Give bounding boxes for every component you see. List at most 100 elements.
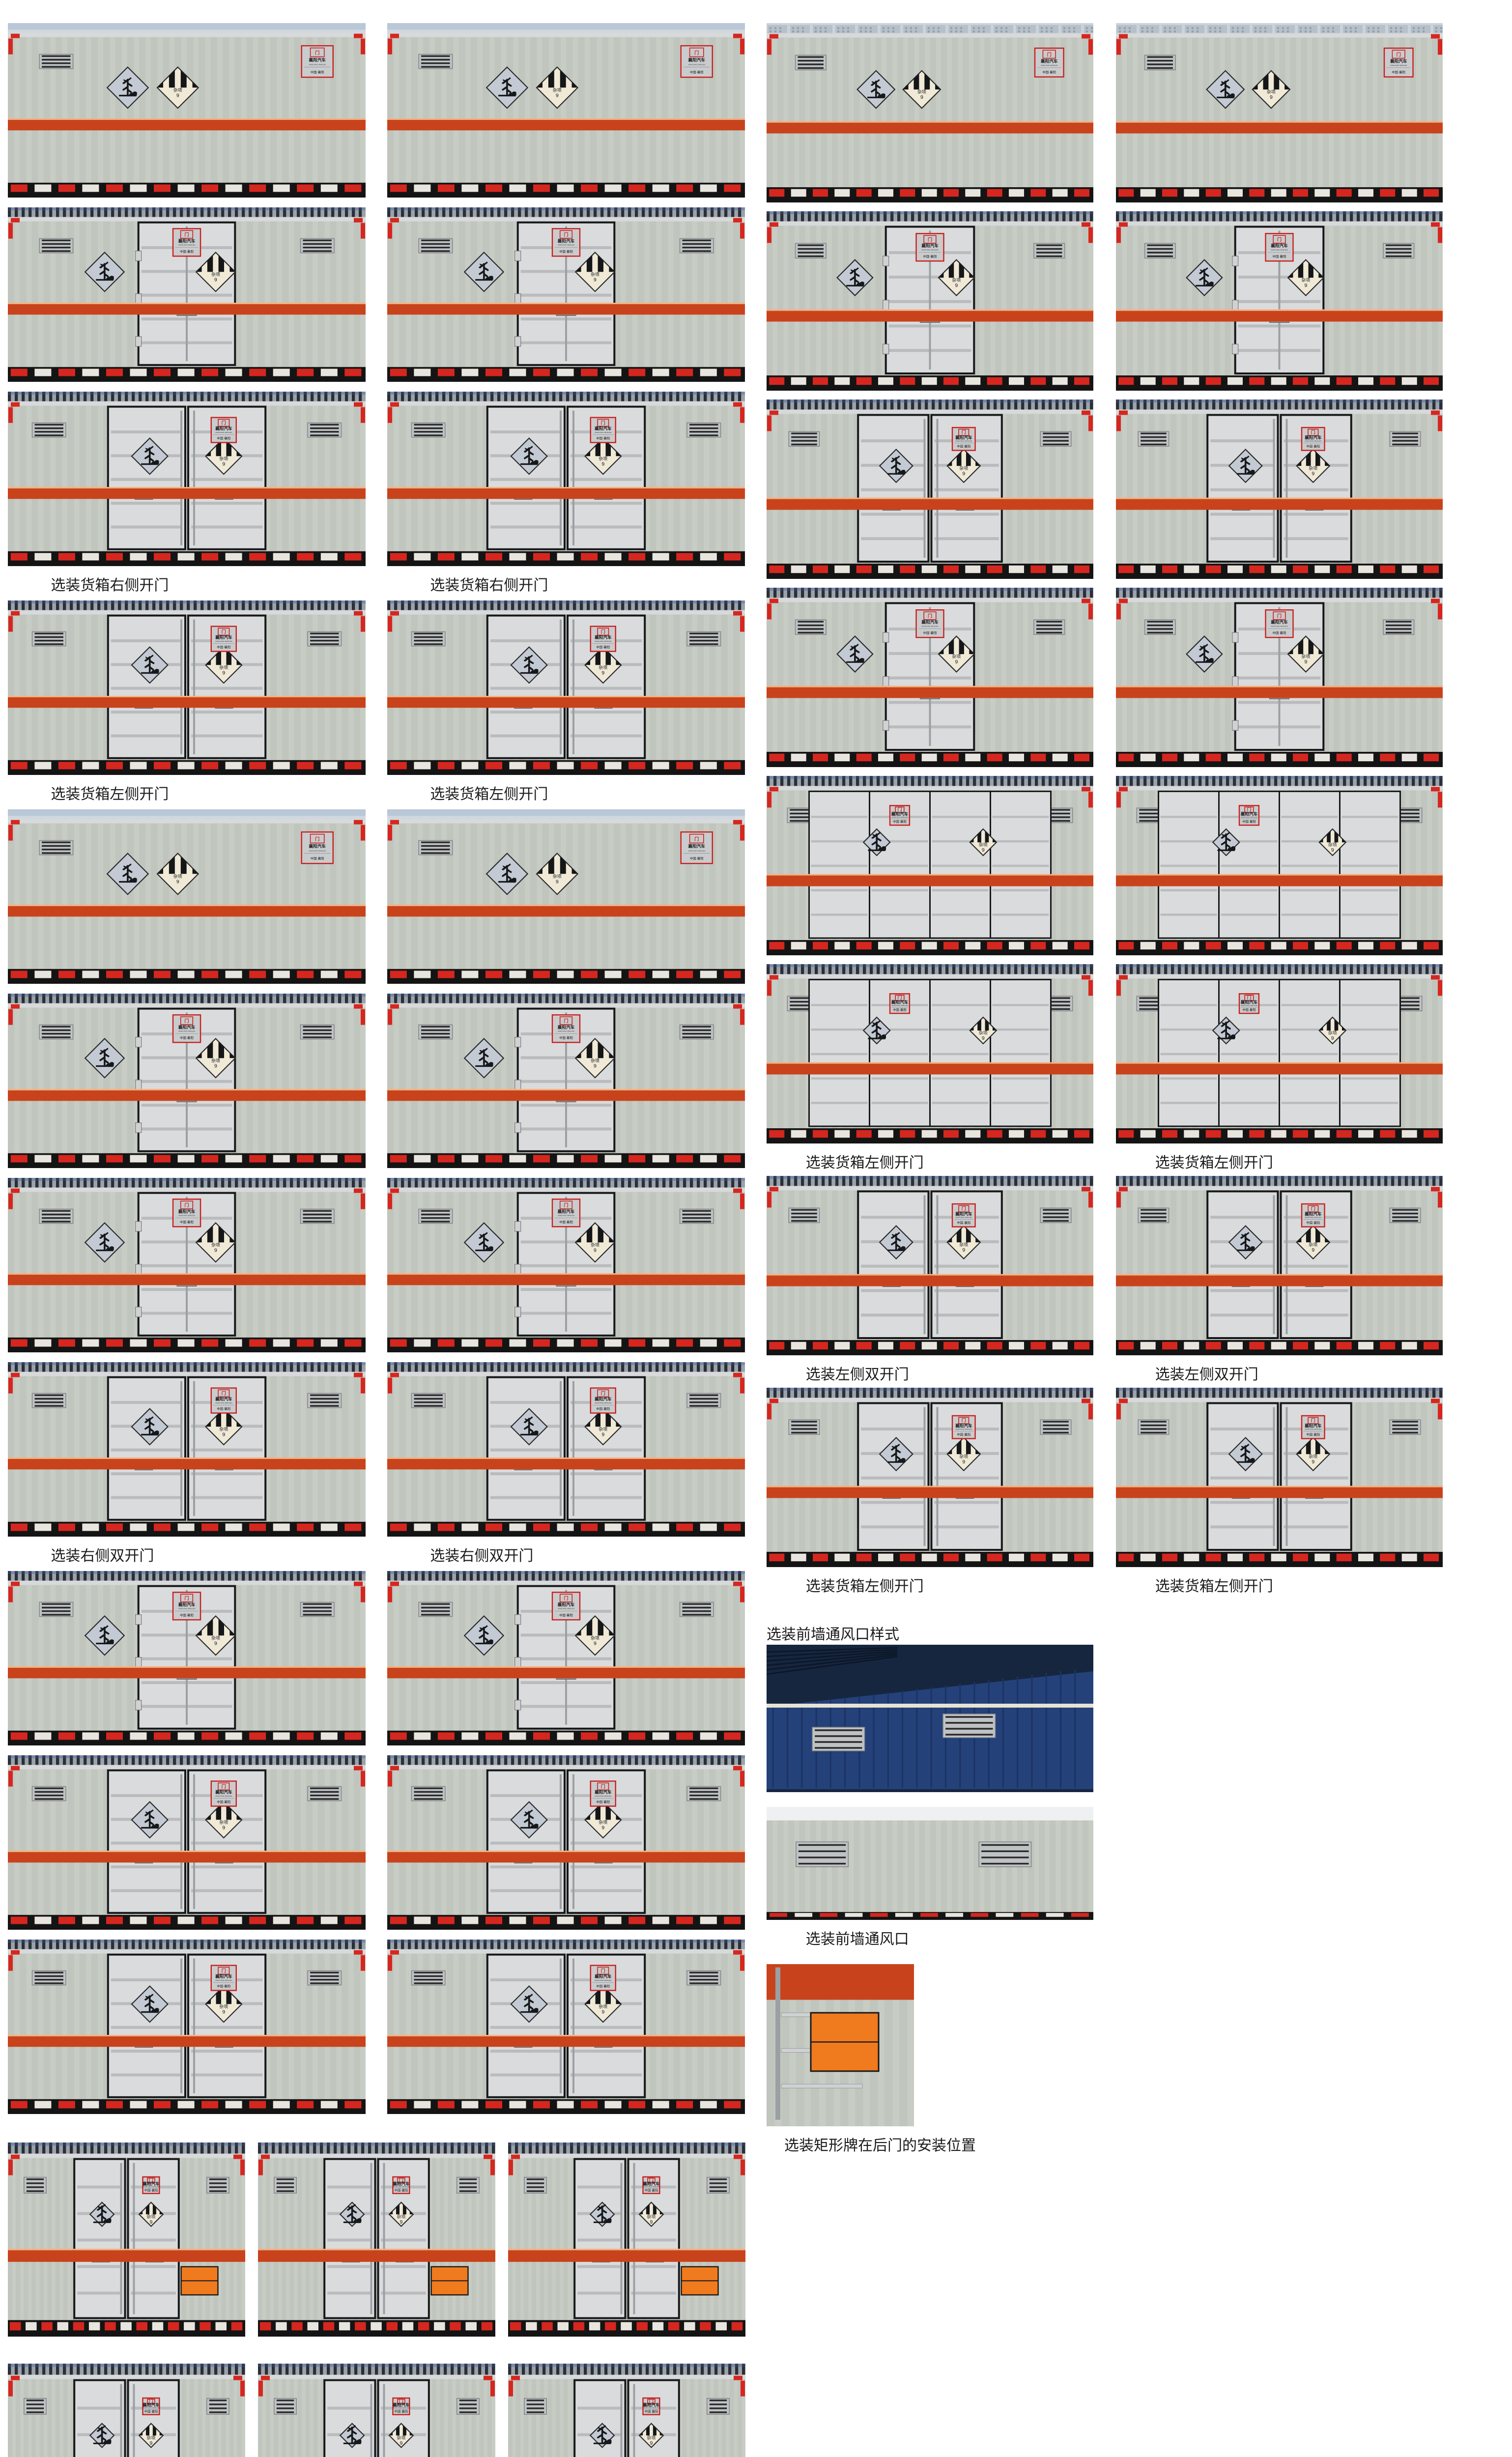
svg-text:XIANGYANG VEHICLES: XIANGYANG VEHICLES xyxy=(688,64,705,66)
svg-text:9: 9 xyxy=(214,1063,217,1069)
svg-text:杂项: 杂项 xyxy=(219,2004,228,2009)
svg-text:襄阳汽车: 襄阳汽车 xyxy=(955,434,972,440)
svg-text:杂项: 杂项 xyxy=(979,1030,988,1035)
svg-text:XIANGYANG VEHICLES: XIANGYANG VEHICLES xyxy=(1271,626,1287,628)
svg-text:门: 门 xyxy=(962,429,966,435)
svg-text:XIANGYANG VEHICLES: XIANGYANG VEHICLES xyxy=(215,1795,232,1797)
svg-text:XIANGYANG VEHICLES: XIANGYANG VEHICLES xyxy=(891,816,908,818)
svg-text:XIANGYANG VEHICLES: XIANGYANG VEHICLES xyxy=(309,64,326,66)
svg-text:中国·襄阳: 中国·襄阳 xyxy=(1306,444,1320,449)
svg-text:XIANGYANG VEHICLES: XIANGYANG VEHICLES xyxy=(1390,64,1407,66)
svg-text:中国·襄阳: 中国·襄阳 xyxy=(596,645,610,649)
svg-text:门: 门 xyxy=(1047,52,1052,57)
svg-text:杂项: 杂项 xyxy=(599,1427,607,1431)
svg-text:9: 9 xyxy=(601,461,604,467)
svg-text:XIANGYANG VEHICLES: XIANGYANG VEHICLES xyxy=(143,2186,159,2188)
svg-text:门: 门 xyxy=(601,1968,605,1973)
svg-text:XIANGYANG VEHICLES: XIANGYANG VEHICLES xyxy=(1041,64,1057,66)
svg-text:9: 9 xyxy=(214,1247,217,1253)
svg-text:门: 门 xyxy=(601,1783,605,1789)
svg-text:9: 9 xyxy=(601,1431,604,1437)
svg-text:XIANGYANG VEHICLES: XIANGYANG VEHICLES xyxy=(595,431,611,433)
svg-text:杂项: 杂项 xyxy=(1328,842,1337,847)
svg-text:中国·襄阳: 中国·襄阳 xyxy=(1242,1007,1256,1012)
svg-text:杂项: 杂项 xyxy=(1309,1454,1317,1459)
svg-text:杂项: 杂项 xyxy=(1301,278,1310,283)
svg-text:9: 9 xyxy=(962,1247,965,1253)
svg-text:襄阳汽车: 襄阳汽车 xyxy=(1390,58,1407,63)
svg-text:门: 门 xyxy=(694,50,699,55)
svg-text:杂项: 杂项 xyxy=(1328,1030,1337,1035)
svg-text:9: 9 xyxy=(982,1035,985,1041)
svg-text:中国·襄阳: 中国·襄阳 xyxy=(217,1406,230,1411)
svg-text:襄阳汽车: 襄阳汽车 xyxy=(921,619,939,625)
svg-text:门: 门 xyxy=(564,231,568,237)
svg-text:杂项: 杂项 xyxy=(591,272,599,277)
svg-text:中国·襄阳: 中国·襄阳 xyxy=(1306,1432,1320,1437)
svg-text:中国·襄阳: 中国·襄阳 xyxy=(180,249,194,254)
svg-text:中国·襄阳: 中国·襄阳 xyxy=(1273,254,1286,258)
svg-text:中国·襄阳: 中国·襄阳 xyxy=(559,1035,573,1040)
svg-text:9: 9 xyxy=(222,670,225,676)
svg-text:9: 9 xyxy=(920,94,923,100)
svg-text:中国·襄阳: 中国·襄阳 xyxy=(1042,70,1056,74)
svg-text:襄阳汽车: 襄阳汽车 xyxy=(178,1208,196,1214)
svg-text:中国·襄阳: 中国·襄阳 xyxy=(217,645,230,649)
svg-text:杂项: 杂项 xyxy=(146,2435,155,2440)
svg-text:XIANGYANG VEHICLES: XIANGYANG VEHICLES xyxy=(1305,1217,1321,1219)
svg-text:中国·襄阳: 中国·襄阳 xyxy=(645,2409,658,2413)
svg-text:XIANGYANG VEHICLES: XIANGYANG VEHICLES xyxy=(921,249,938,251)
svg-text:杂项: 杂项 xyxy=(397,2435,405,2440)
svg-text:中国·襄阳: 中国·襄阳 xyxy=(395,2409,408,2413)
svg-text:杂项: 杂项 xyxy=(1309,1242,1317,1247)
svg-text:9: 9 xyxy=(222,461,225,467)
svg-text:杂项: 杂项 xyxy=(959,466,968,471)
svg-text:中国·襄阳: 中国·襄阳 xyxy=(596,1984,610,1988)
svg-text:XIANGYANG VEHICLES: XIANGYANG VEHICLES xyxy=(643,2186,659,2188)
svg-text:9: 9 xyxy=(962,471,965,477)
svg-text:中国·襄阳: 中国·襄阳 xyxy=(690,70,704,74)
svg-text:杂项: 杂项 xyxy=(219,456,228,461)
svg-text:门: 门 xyxy=(928,236,932,242)
svg-text:襄阳汽车: 襄阳汽车 xyxy=(594,426,612,431)
svg-text:9: 9 xyxy=(556,879,559,885)
svg-text:襄阳汽车: 襄阳汽车 xyxy=(594,1396,612,1401)
svg-text:襄阳汽车: 襄阳汽车 xyxy=(178,238,196,243)
svg-text:中国·襄阳: 中国·襄阳 xyxy=(395,2188,408,2192)
svg-text:中国·襄阳: 中国·襄阳 xyxy=(596,436,610,440)
svg-text:襄阳汽车: 襄阳汽车 xyxy=(215,1396,232,1401)
svg-text:XIANGYANG VEHICLES: XIANGYANG VEHICLES xyxy=(921,626,938,628)
svg-text:XIANGYANG VEHICLES: XIANGYANG VEHICLES xyxy=(393,2186,409,2188)
svg-text:中国·襄阳: 中国·襄阳 xyxy=(923,630,937,635)
svg-text:襄阳汽车: 襄阳汽车 xyxy=(1240,811,1258,816)
svg-text:XIANGYANG VEHICLES: XIANGYANG VEHICLES xyxy=(595,640,611,642)
svg-text:门: 门 xyxy=(564,1202,568,1207)
svg-text:9: 9 xyxy=(650,2219,653,2225)
svg-text:9: 9 xyxy=(962,1459,965,1465)
svg-text:襄阳汽车: 襄阳汽车 xyxy=(891,811,909,816)
svg-text:杂项: 杂项 xyxy=(173,874,182,879)
svg-text:中国·襄阳: 中国·襄阳 xyxy=(311,70,324,74)
svg-text:9: 9 xyxy=(594,1063,597,1069)
svg-text:中国·襄阳: 中国·襄阳 xyxy=(690,856,704,860)
svg-text:襄阳汽车: 襄阳汽车 xyxy=(1304,1211,1322,1216)
svg-text:门: 门 xyxy=(564,1018,568,1023)
svg-text:门: 门 xyxy=(601,629,605,634)
svg-text:门: 门 xyxy=(222,420,226,425)
svg-text:9: 9 xyxy=(214,277,217,283)
svg-text:襄阳汽车: 襄阳汽车 xyxy=(309,843,326,849)
svg-text:襄阳汽车: 襄阳汽车 xyxy=(594,1789,612,1795)
svg-text:9: 9 xyxy=(556,92,559,98)
svg-text:杂项: 杂项 xyxy=(599,2004,607,2009)
svg-text:XIANGYANG VEHICLES: XIANGYANG VEHICLES xyxy=(215,640,232,642)
svg-text:襄阳汽车: 襄阳汽车 xyxy=(1270,619,1288,625)
svg-text:杂项: 杂项 xyxy=(1309,466,1317,471)
svg-text:门: 门 xyxy=(962,1206,966,1211)
svg-text:襄阳汽车: 襄阳汽车 xyxy=(688,57,706,62)
svg-text:XIANGYANG VEHICLES: XIANGYANG VEHICLES xyxy=(595,1795,611,1797)
svg-text:杂项: 杂项 xyxy=(553,87,562,92)
svg-text:9: 9 xyxy=(1312,471,1314,477)
svg-text:XIANGYANG VEHICLES: XIANGYANG VEHICLES xyxy=(1305,1428,1321,1430)
svg-text:XIANGYANG VEHICLES: XIANGYANG VEHICLES xyxy=(891,1004,908,1006)
svg-text:杂项: 杂项 xyxy=(173,87,182,92)
